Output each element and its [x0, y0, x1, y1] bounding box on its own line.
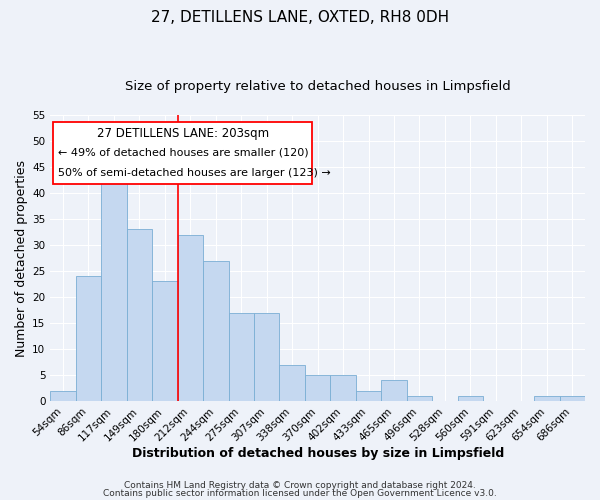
FancyBboxPatch shape	[53, 122, 312, 184]
Bar	[229, 312, 254, 401]
Bar	[331, 375, 356, 401]
Text: 27, DETILLENS LANE, OXTED, RH8 0DH: 27, DETILLENS LANE, OXTED, RH8 0DH	[151, 10, 449, 25]
Bar	[76, 276, 101, 401]
Bar	[101, 162, 127, 401]
Bar	[407, 396, 432, 401]
Bar	[127, 230, 152, 401]
Title: Size of property relative to detached houses in Limpsfield: Size of property relative to detached ho…	[125, 80, 511, 93]
Bar	[254, 312, 280, 401]
Bar	[203, 260, 229, 401]
Bar	[534, 396, 560, 401]
Bar	[560, 396, 585, 401]
X-axis label: Distribution of detached houses by size in Limpsfield: Distribution of detached houses by size …	[131, 447, 504, 460]
Bar	[381, 380, 407, 401]
Text: Contains HM Land Registry data © Crown copyright and database right 2024.: Contains HM Land Registry data © Crown c…	[124, 481, 476, 490]
Bar	[178, 234, 203, 401]
Text: 27 DETILLENS LANE: 203sqm: 27 DETILLENS LANE: 203sqm	[97, 126, 269, 140]
Bar	[280, 364, 305, 401]
Text: ← 49% of detached houses are smaller (120): ← 49% of detached houses are smaller (12…	[58, 148, 309, 158]
Bar	[458, 396, 483, 401]
Bar	[152, 282, 178, 401]
Text: 50% of semi-detached houses are larger (123) →: 50% of semi-detached houses are larger (…	[58, 168, 331, 177]
Bar	[50, 390, 76, 401]
Text: Contains public sector information licensed under the Open Government Licence v3: Contains public sector information licen…	[103, 488, 497, 498]
Y-axis label: Number of detached properties: Number of detached properties	[15, 160, 28, 356]
Bar	[305, 375, 331, 401]
Bar	[356, 390, 381, 401]
